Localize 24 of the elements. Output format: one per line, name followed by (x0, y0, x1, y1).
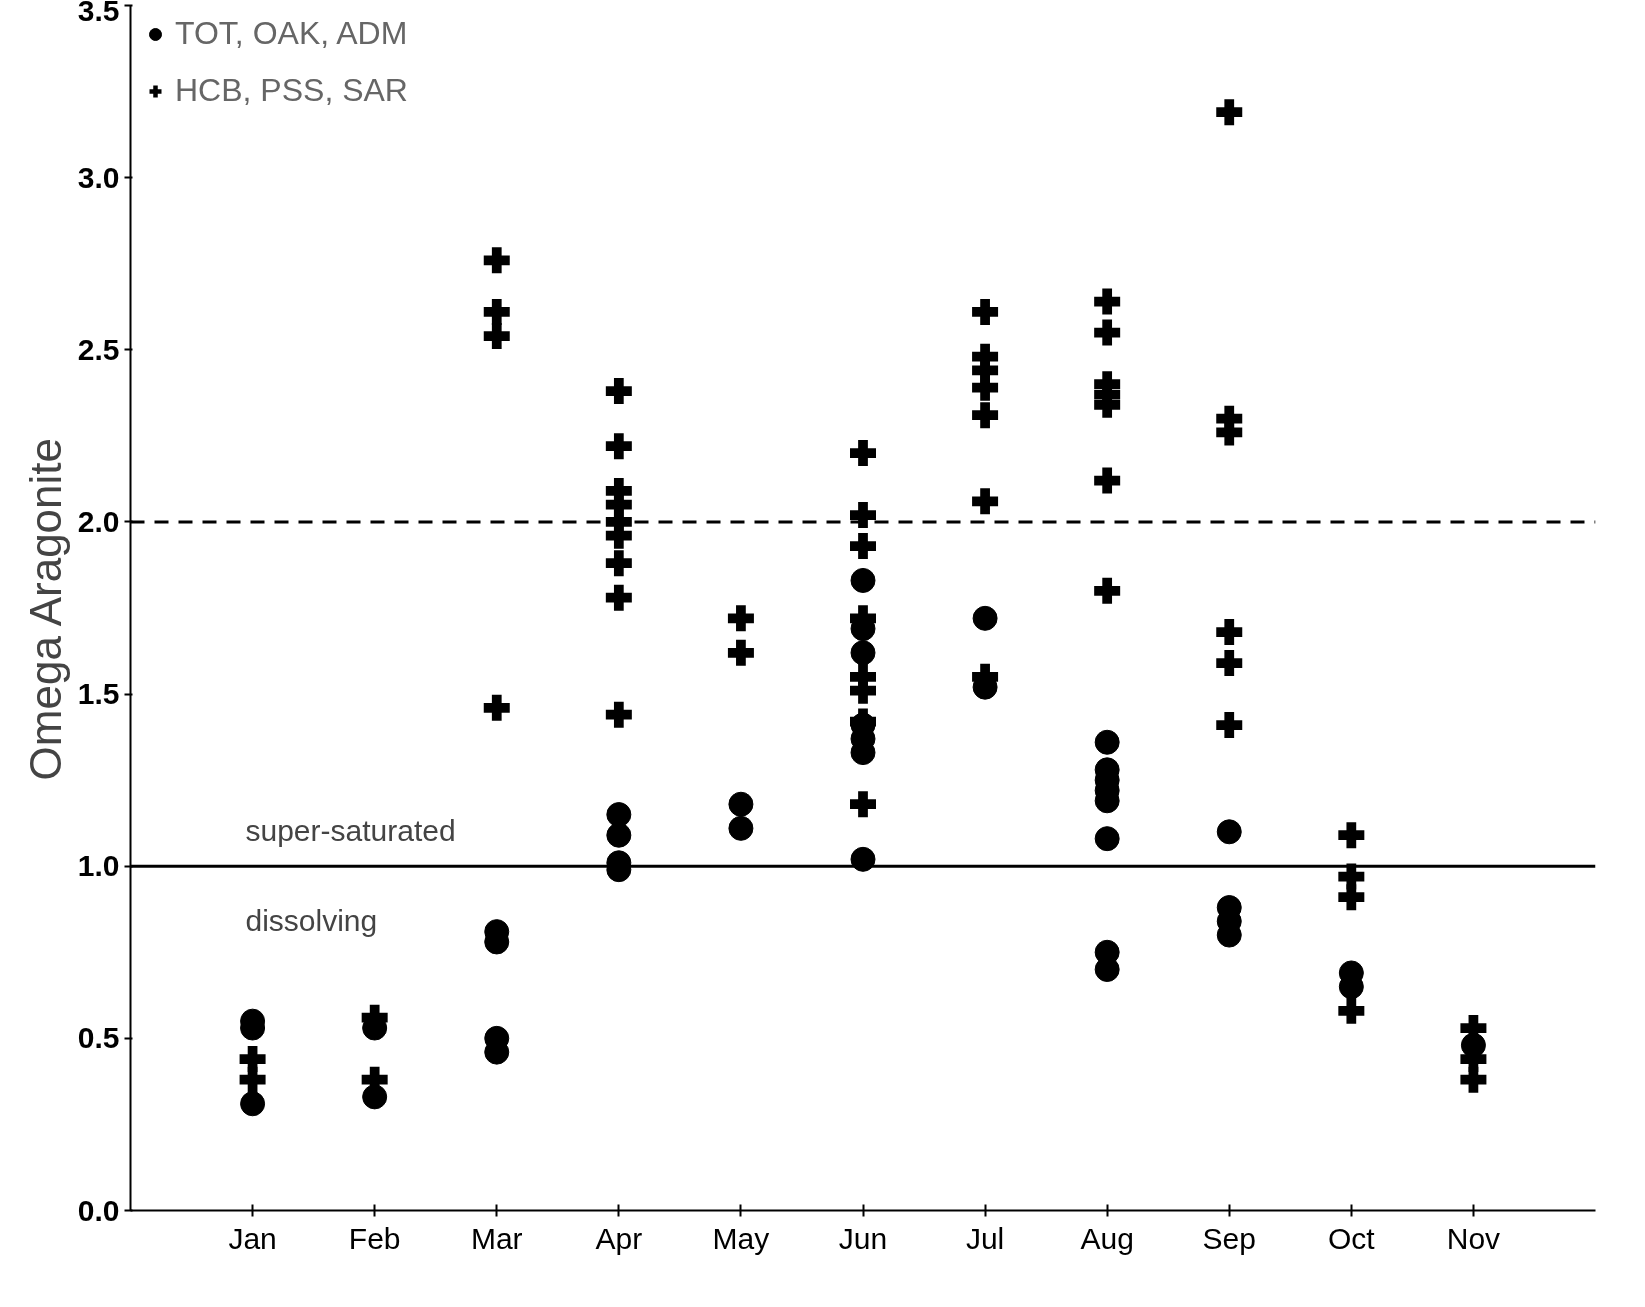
y-tick-label: 0.5 (77, 1021, 120, 1055)
legend-label: TOT, OAK, ADM (175, 15, 408, 52)
x-tick-label: Aug (1080, 1221, 1134, 1255)
x-tick-label: Jul (965, 1221, 1005, 1255)
legend-label: HCB, PSS, SAR (175, 72, 408, 109)
x-tick-label: Nov (1446, 1221, 1501, 1255)
y-tick-label: 1.0 (77, 849, 120, 883)
y-tick-label: 3.5 (77, 0, 120, 27)
x-tick-label: Apr (595, 1221, 643, 1255)
x-tick-label: Sep (1202, 1221, 1256, 1255)
y-axis-title: Omega Aragonite (20, 437, 70, 781)
annotation: dissolving (245, 904, 378, 937)
y-tick-label: 3.0 (77, 160, 120, 194)
y-tick-label: 1.5 (77, 677, 120, 711)
x-tick-label: Jun (838, 1221, 888, 1255)
x-tick-label: Feb (348, 1221, 401, 1255)
y-tick-label: 2.0 (77, 504, 120, 538)
y-tick-label: 2.5 (77, 332, 120, 366)
x-tick-label: Jan (228, 1221, 277, 1255)
annotation: super-saturated (245, 814, 456, 847)
x-tick-label: Mar (470, 1221, 523, 1255)
x-tick-label: Oct (1328, 1221, 1376, 1255)
x-tick-label: May (712, 1221, 770, 1255)
y-tick-label: 0.0 (77, 1193, 120, 1227)
